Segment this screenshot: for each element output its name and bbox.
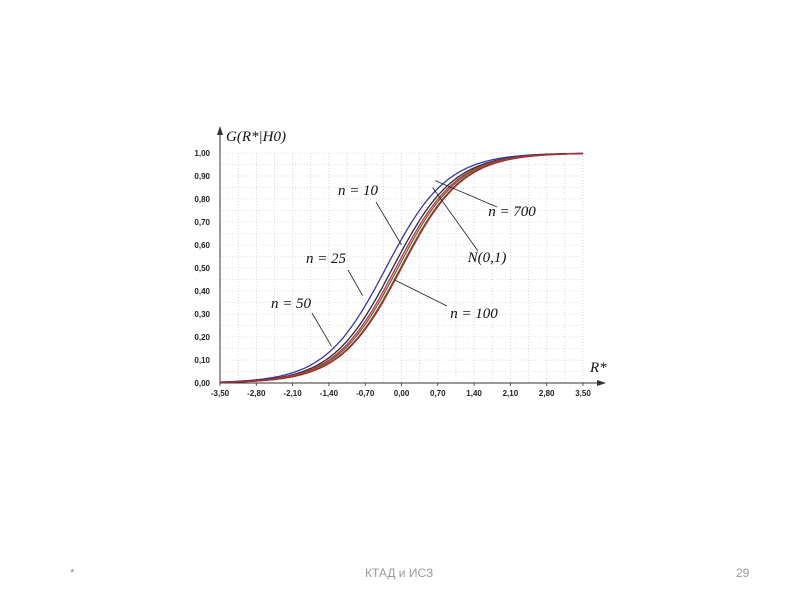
- y-tick-label: 0,60: [194, 241, 210, 250]
- annotation-label: N(0,1): [467, 250, 507, 266]
- annotation-label: n = 25: [306, 251, 347, 267]
- series-line: [220, 152, 583, 384]
- y-tick-label: 0,10: [194, 356, 210, 365]
- series-lines: [220, 152, 584, 384]
- annotation-leader: [435, 180, 498, 208]
- x-tick-label: -1,40: [320, 389, 339, 398]
- x-tick-label: 0,70: [430, 389, 446, 398]
- y-tick-label: 0,00: [194, 379, 210, 388]
- x-tick-label: 0,00: [394, 389, 410, 398]
- y-axis-arrow: [217, 126, 223, 135]
- y-tick-label: 0,40: [194, 287, 210, 296]
- axes: [217, 126, 606, 386]
- tick-labels: -3,50 -2,80 -2,10 -1,40 -0,70 0,00 0,70 1,40 2,1…: [194, 149, 591, 398]
- y-axis-title: G(R*|H0): [226, 129, 286, 145]
- axis-titles: G(R*|H0) R*: [226, 129, 607, 376]
- y-tick-label: 0,30: [194, 310, 210, 319]
- x-tick-label: -2,10: [283, 389, 302, 398]
- y-tick-label: 1,00: [194, 149, 210, 158]
- annotation-leader: [311, 312, 332, 347]
- annotation-leader: [347, 269, 363, 296]
- annotation-label: n = 100: [450, 306, 498, 322]
- y-tick-label: 0,80: [194, 195, 210, 204]
- x-tick-label: 2,10: [503, 389, 519, 398]
- y-tick-label: 0,90: [194, 172, 210, 181]
- slide-number: 29: [736, 566, 750, 580]
- annotation-leader: [432, 187, 479, 252]
- annotation-label: n = 10: [338, 183, 379, 199]
- annotation-label: n = 50: [271, 296, 312, 312]
- x-axis-arrow: [597, 380, 606, 386]
- annotations: n = 10 n = 700 N(0,1) n = 25 n = 100 n = 50: [271, 180, 536, 347]
- x-tick-label: -0,70: [356, 389, 375, 398]
- annotation-leader: [393, 279, 448, 307]
- y-tick-label: 0,50: [194, 264, 210, 273]
- x-axis-title: R*: [589, 360, 607, 376]
- x-tick-label: 3,50: [575, 389, 591, 398]
- x-tick-label: 1,40: [466, 389, 482, 398]
- footer-title: КТАД и ИСЗ: [365, 566, 434, 580]
- annotation-label: n = 700: [488, 204, 536, 220]
- y-tick-label: 0,70: [194, 218, 210, 227]
- x-tick-label: -2,80: [247, 389, 266, 398]
- y-tick-label: 0,20: [194, 333, 210, 342]
- grid: [219, 152, 584, 384]
- annotation-leader: [375, 201, 402, 246]
- x-tick-label: -3,50: [211, 389, 230, 398]
- footer-marker: *: [70, 566, 75, 580]
- x-tick-label: 2,80: [539, 389, 555, 398]
- chart: -3,50 -2,80 -2,10 -1,40 -0,70 0,00 0,70 1,40 2,1…: [194, 126, 607, 398]
